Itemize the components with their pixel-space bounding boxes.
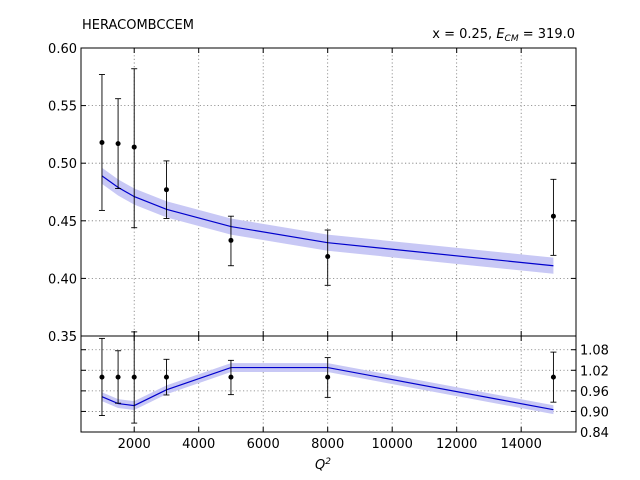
main-y-tick-label: 0.60 [48, 42, 77, 57]
main-data-point [550, 213, 556, 219]
main-data-points [99, 139, 556, 260]
main-data-point [131, 144, 137, 150]
x-tick-label: 12000 [436, 437, 477, 452]
ratio-data-point [325, 374, 331, 380]
x-tick-label: 10000 [372, 437, 413, 452]
ratio-y-tick-label: 0.96 [580, 385, 609, 400]
ratio-data-point [550, 374, 556, 380]
ratio-plot-frame [80, 335, 577, 433]
main-data-point [115, 141, 121, 147]
x-axis: 2000 4000 6000 8000 10000 12000 14000 [118, 336, 542, 452]
main-y-tick-label: 0.35 [48, 330, 77, 345]
main-uncertainty-band [101, 167, 554, 274]
main-data-point [325, 254, 331, 260]
ratio-data-point [99, 374, 105, 380]
ratio-data-point [131, 374, 137, 380]
main-data-point [228, 237, 234, 243]
ratio-y-tick-label: 1.02 [580, 364, 609, 379]
ratio-y-tick-label: 0.90 [580, 405, 609, 420]
ratio-grid [81, 336, 576, 432]
chart-title: HERACOMBCCEM [82, 18, 194, 33]
ratio-uncertainty-band [101, 363, 554, 415]
kinematics-annotation: x = 0.25, ECM = 319.0 [432, 27, 575, 44]
main-plot-frame [80, 47, 577, 337]
main-y-tick-label: 0.50 [48, 157, 77, 172]
main-data-point [163, 187, 169, 193]
x-tick-label: 14000 [500, 437, 541, 452]
x-axis-label: Q2 [315, 457, 331, 473]
ratio-y-tick-label: 0.84 [580, 426, 609, 441]
ratio-data-point [115, 374, 121, 380]
main-grid [81, 48, 576, 336]
x-tick-label: 6000 [247, 437, 280, 452]
ratio-y-tick-label: 1.08 [580, 344, 609, 359]
main-plot-panel: 0.35 0.40 0.45 0.50 0.55 0.60 [48, 42, 577, 345]
main-y-tick-label: 0.45 [48, 215, 77, 230]
x-tick-label: 8000 [311, 437, 344, 452]
ratio-data-point [163, 374, 169, 380]
ratio-data-point [228, 374, 234, 380]
ratio-y-axis: 0.84 0.90 0.96 1.02 1.08 [81, 344, 609, 441]
main-data-point [99, 139, 105, 145]
ratio-data-points [99, 374, 556, 380]
x-tick-label: 4000 [182, 437, 215, 452]
main-theory-band [101, 167, 554, 274]
main-y-tick-label: 0.40 [48, 272, 77, 287]
ratio-plot-panel: 0.84 0.90 0.96 1.02 1.08 2000 4000 6000 8000 100… [80, 331, 609, 452]
ratio-theory-band [101, 363, 554, 415]
main-y-axis: 0.35 0.40 0.45 0.50 0.55 0.60 [48, 42, 576, 345]
x-tick-label: 2000 [118, 437, 151, 452]
main-y-tick-label: 0.55 [48, 100, 77, 115]
